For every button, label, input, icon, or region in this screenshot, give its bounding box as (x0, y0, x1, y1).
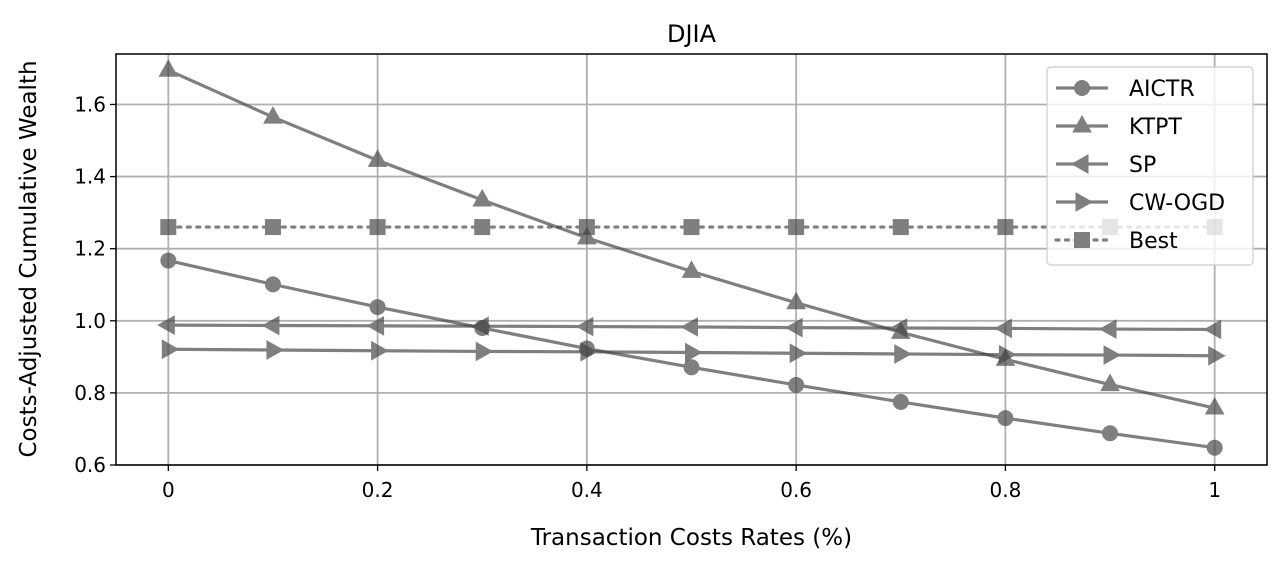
triangle-right-marker (1208, 345, 1226, 366)
series-sp (157, 315, 1222, 340)
series-cw-ogd (161, 339, 1226, 366)
legend-label: CW-OGD (1129, 191, 1225, 216)
circle-marker (1102, 425, 1119, 442)
legend-item-sp: SP (1056, 153, 1156, 178)
x-tick-label: 1 (1208, 478, 1221, 502)
legend-handle (1056, 114, 1108, 133)
y-tick-label: 1.2 (74, 237, 106, 261)
triangle-left-marker (785, 317, 803, 338)
circle-marker (1074, 80, 1090, 96)
x-tick-label: 0.4 (571, 478, 603, 502)
triangle-up-marker (1072, 114, 1092, 133)
triangle-up-marker (367, 149, 388, 167)
triangle-left-marker (366, 315, 385, 336)
square-marker (369, 219, 386, 236)
ticks: 0 0.2 0.4 0.6 0.8 1 0.6 0.8 1.0 1.2 1.4 1.6 (74, 92, 1221, 502)
x-axis-label: Transaction Costs Rates (%) (530, 525, 852, 551)
triangle-left-marker (157, 315, 175, 335)
x-tick-label: 0.2 (362, 478, 394, 502)
legend-handle (1056, 80, 1108, 96)
square-marker (788, 219, 805, 236)
triangle-left-marker (1203, 319, 1222, 340)
triangle-right-marker (371, 340, 389, 361)
triangle-right-marker (266, 340, 284, 360)
legend-label: KTPT (1129, 115, 1182, 140)
legend-handle (1056, 192, 1108, 212)
circle-marker (997, 410, 1014, 427)
triangle-left-marker (994, 318, 1012, 339)
legend-box (1046, 66, 1254, 266)
square-marker (892, 219, 909, 236)
triangle-right-marker (1075, 192, 1094, 212)
triangle-left-marker (889, 318, 908, 338)
x-tick-label: 0 (162, 478, 175, 502)
triangle-up-marker (1204, 397, 1225, 415)
triangle-up-marker (1100, 373, 1120, 392)
circle-marker (892, 393, 909, 410)
triangle-right-marker (789, 343, 808, 364)
legend-item-cw-ogd: CW-OGD (1056, 191, 1225, 216)
triangle-right-marker (685, 342, 703, 363)
circle-marker (264, 276, 281, 293)
triangle-left-marker (1070, 154, 1089, 174)
triangle-left-marker (471, 316, 489, 337)
triangle-right-marker (475, 341, 494, 362)
square-marker (997, 219, 1014, 236)
legend-handle (1054, 232, 1110, 248)
triangle-right-marker (161, 339, 180, 360)
series-aictr (160, 252, 1223, 456)
triangle-left-marker (575, 316, 594, 337)
square-marker (264, 219, 281, 236)
triangle-up-marker (786, 291, 806, 310)
circle-marker (788, 376, 805, 393)
square-marker (474, 219, 491, 236)
square-marker (160, 219, 177, 236)
triangle-right-marker (1103, 345, 1122, 365)
triangle-left-marker (1099, 319, 1117, 339)
y-tick-label: 1.0 (74, 309, 106, 333)
triangle-right-marker (998, 344, 1017, 365)
chart-title: DJIA (667, 20, 717, 48)
square-marker (578, 219, 595, 236)
triangle-right-marker (580, 341, 598, 362)
triangle-left-marker (261, 315, 280, 336)
legend-item-ktpt: KTPT (1056, 114, 1182, 140)
circle-marker (683, 359, 700, 376)
square-marker (1074, 232, 1090, 248)
triangle-up-marker (472, 188, 493, 207)
square-marker (683, 219, 700, 236)
y-axis-label: Costs-Adjusted Cumulative Wealth (16, 60, 42, 457)
circle-marker (160, 252, 177, 269)
x-tick-label: 0.8 (990, 478, 1022, 502)
plot-frame (115, 53, 1268, 466)
circle-marker (369, 299, 386, 316)
y-tick-label: 1.4 (74, 165, 106, 189)
legend-item-best: Best (1054, 229, 1178, 254)
legend: AICTR KTPT SP CW-OGD Best (1046, 66, 1254, 266)
x-tick-label: 0.6 (780, 478, 812, 502)
legend-label: AICTR (1129, 77, 1195, 102)
legend-label: SP (1129, 153, 1156, 178)
series-layer (157, 59, 1226, 456)
triangle-up-marker (577, 226, 597, 245)
triangle-left-marker (680, 317, 698, 337)
y-tick-label: 0.6 (74, 453, 106, 477)
triangle-up-marker (681, 260, 702, 278)
circle-marker (1206, 439, 1223, 456)
triangle-up-marker (158, 59, 179, 77)
legend-handle (1056, 154, 1108, 174)
triangle-up-marker (263, 106, 283, 124)
legend-item-aictr: AICTR (1056, 77, 1195, 102)
legend-label: Best (1129, 229, 1178, 254)
triangle-right-marker (894, 344, 912, 364)
y-tick-label: 1.6 (74, 92, 106, 116)
y-tick-label: 0.8 (74, 381, 106, 405)
